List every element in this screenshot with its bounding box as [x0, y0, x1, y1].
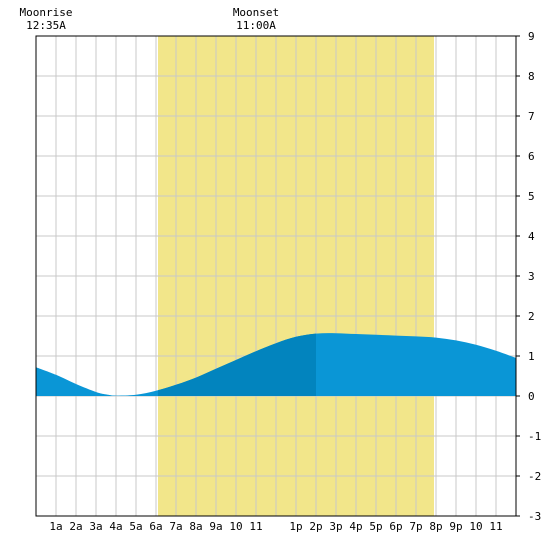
y-tick-label: 0: [528, 390, 535, 403]
y-tick-label: 9: [528, 30, 535, 43]
x-tick-label: 1p: [289, 520, 302, 533]
x-tick-label: 11: [489, 520, 502, 533]
moonset-time: 11:00A: [236, 19, 276, 32]
x-tick-label: 7a: [169, 520, 182, 533]
x-tick-label: 9p: [449, 520, 462, 533]
x-tick-label: 4a: [109, 520, 122, 533]
y-tick-label: 4: [528, 230, 535, 243]
moonrise-label: Moonrise: [20, 6, 73, 19]
y-tick-label: -2: [528, 470, 541, 483]
x-tick-label: 6a: [149, 520, 162, 533]
x-tick-label: 10: [469, 520, 482, 533]
y-tick-label: 5: [528, 190, 535, 203]
x-tick-label: 7p: [409, 520, 422, 533]
moonset-label: Moonset: [233, 6, 279, 19]
x-tick-label: 6p: [389, 520, 402, 533]
x-tick-label: 3a: [89, 520, 102, 533]
x-tick-label: 10: [229, 520, 242, 533]
x-tick-label: 3p: [329, 520, 342, 533]
x-tick-label: 1a: [49, 520, 62, 533]
moonrise-time: 12:35A: [26, 19, 66, 32]
y-tick-label: -3: [528, 510, 541, 523]
x-tick-label: 8a: [189, 520, 202, 533]
y-tick-label: 1: [528, 350, 535, 363]
tide-area-highlight: [158, 333, 316, 396]
y-tick-label: 6: [528, 150, 535, 163]
x-tick-label: 5p: [369, 520, 382, 533]
y-tick-label: 7: [528, 110, 535, 123]
y-tick-label: -1: [528, 430, 541, 443]
x-tick-label: 8p: [429, 520, 442, 533]
x-tick-label: 2p: [309, 520, 322, 533]
x-tick-label: 5a: [129, 520, 142, 533]
y-tick-label: 3: [528, 270, 535, 283]
x-tick-label: 4p: [349, 520, 362, 533]
y-tick-label: 8: [528, 70, 535, 83]
x-tick-label: 11: [249, 520, 262, 533]
y-tick-label: 2: [528, 310, 535, 323]
x-tick-label: 9a: [209, 520, 222, 533]
x-tick-label: 2a: [69, 520, 82, 533]
